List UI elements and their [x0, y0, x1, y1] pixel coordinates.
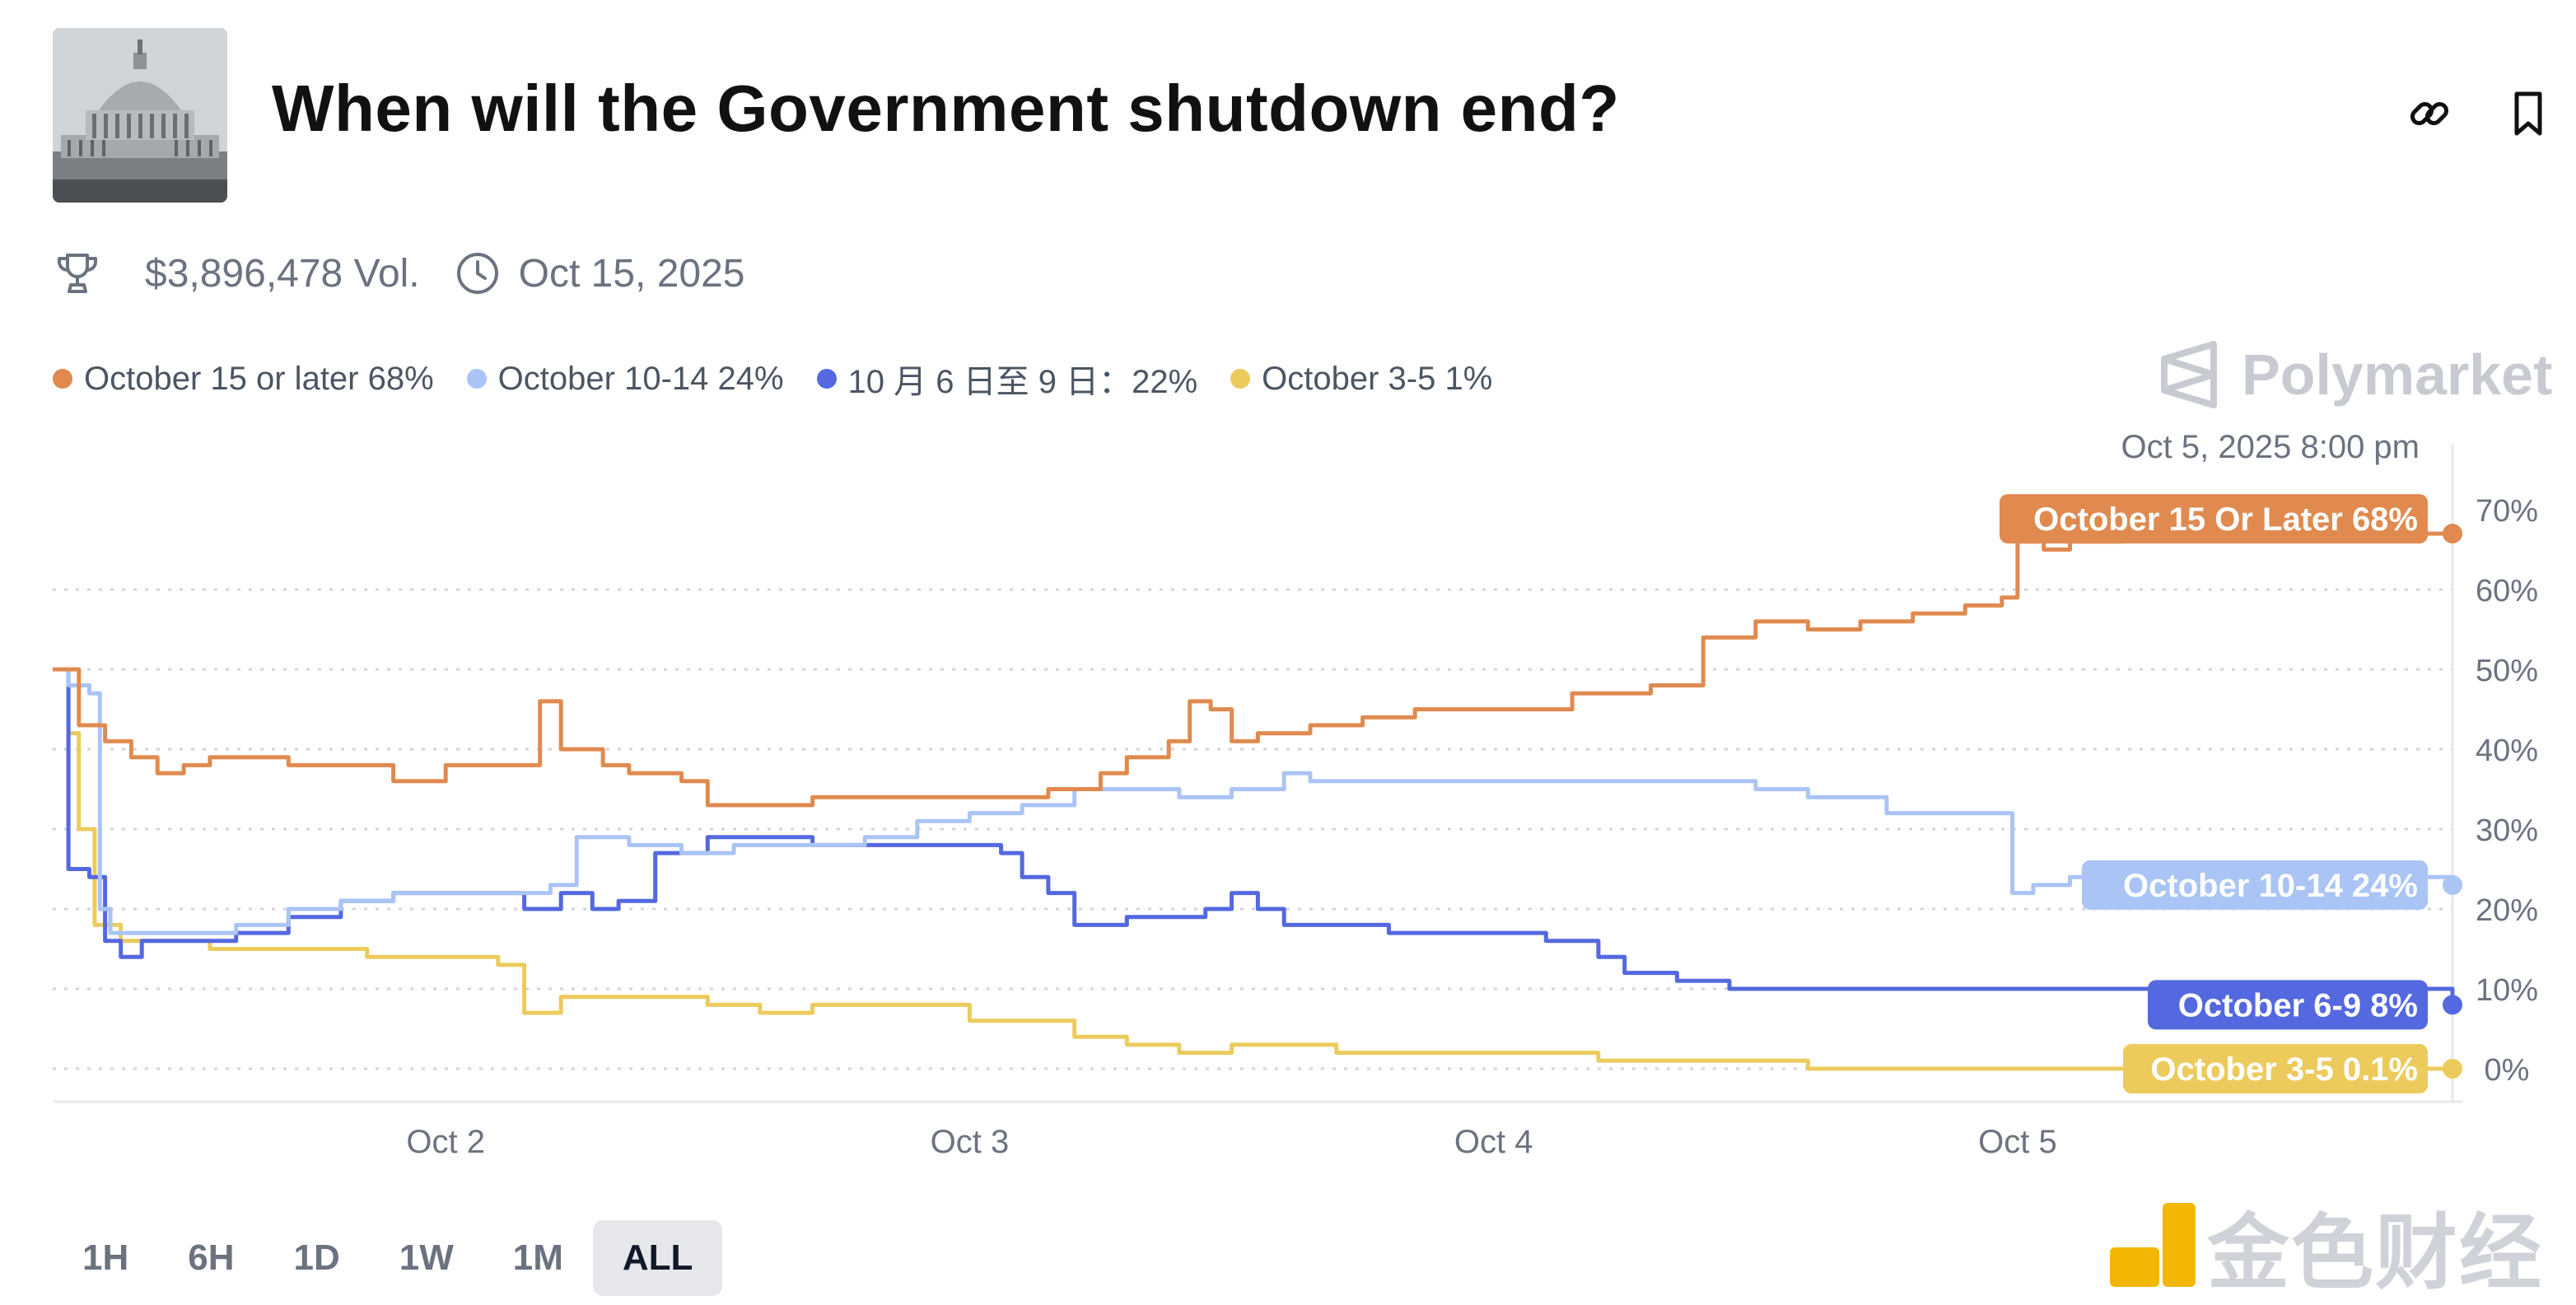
x-tick-label: Oct 2 [406, 1124, 485, 1160]
market-thumbnail [53, 28, 227, 203]
hover-timestamp: Oct 5, 2025 8:00 pm [2121, 429, 2420, 465]
end-date-text: Oct 15, 2025 [518, 251, 745, 296]
series-end-dot [2443, 524, 2462, 544]
x-axis-labels: Oct 2 Oct 3 Oct 4 Oct 5 [406, 1124, 2056, 1160]
series-line [53, 667, 2455, 935]
series-end-label: October 15 Or Later 68% [2033, 501, 2418, 538]
series-end-label-bg [2148, 980, 2428, 1030]
legend-item[interactable]: October 3-5 1% [1230, 361, 1492, 398]
legend-label: October 15 or later 68% [84, 360, 434, 397]
series-end-dot [2443, 995, 2462, 1015]
polymarket-logo-icon [2161, 341, 2217, 408]
range-tab-1h[interactable]: 1H [82, 1237, 129, 1278]
watermark-text: 金色财经 [2207, 1206, 2543, 1299]
bookmark-button[interactable] [2504, 89, 2553, 138]
y-axis-labels: 0% 10% 20% 30% 40% 50% 60% 70% [2476, 494, 2538, 1088]
capitol-building-image [53, 28, 227, 203]
y-tick-label: 20% [2476, 893, 2538, 928]
market-meta: $3,896,478 Vol. Oct 15, 2025 [53, 247, 745, 300]
brand-name: Polymarket [2242, 343, 2553, 407]
legend-item[interactable]: 10 月 6 日至 9 日：22% [816, 355, 1198, 403]
x-tick-label: Oct 5 [1978, 1124, 2057, 1160]
series-line [53, 667, 2452, 1071]
legend-label: October 3-5 1% [1262, 360, 1493, 397]
y-tick-label: 30% [2476, 813, 2538, 848]
clock-icon [456, 253, 498, 294]
y-tick-label: 50% [2476, 654, 2538, 688]
trophy-icon [58, 254, 97, 293]
chart-legend: October 15 or later 68% October 10-14 24… [53, 356, 1525, 402]
series-end-label: October 6-9 8% [2178, 987, 2418, 1023]
legend-dot [53, 369, 72, 389]
bookmark-icon [2514, 91, 2542, 136]
range-tab-all[interactable]: ALL [592, 1220, 723, 1296]
volume-text: $3,896,478 Vol. [145, 251, 420, 296]
series-end-label: October 3-5 0.1% [2150, 1051, 2418, 1088]
y-tick-label: 10% [2476, 973, 2538, 1008]
range-tab-1m[interactable]: 1M [512, 1237, 563, 1278]
legend-dot [816, 369, 837, 389]
series-end-dot [2443, 874, 2462, 895]
series-end-label-bg [2123, 1044, 2428, 1093]
legend-dot [466, 369, 487, 389]
copy-link-button[interactable] [2405, 89, 2454, 138]
legend-label: October 10-14 24% [497, 360, 784, 397]
y-tick-label: 40% [2476, 734, 2538, 768]
polymarket-logo: Polymarket [2158, 339, 2552, 410]
legend-dot [1230, 369, 1251, 389]
range-tab-1d[interactable]: 1D [293, 1237, 340, 1278]
y-tick-label: 60% [2476, 574, 2538, 608]
series-line [53, 667, 2455, 1005]
series-line [53, 531, 2452, 808]
legend-label: 10 月 6 日至 9 日：22% [847, 364, 1198, 400]
series-end-label: October 10-14 24% [2123, 868, 2418, 904]
link-icon [2410, 101, 2449, 126]
chart-grid [53, 588, 2452, 1070]
price-chart[interactable]: Oct 5, 2025 8:00 pm 0% 10% 20% 30% 40% 50% 60%… [0, 428, 2576, 1169]
series-end-labels: October 15 Or Later 68% October 10-14 24%… [2000, 494, 2462, 1093]
page-title: When will the Government shutdown end? [272, 72, 1620, 145]
corner-watermark: 金色财经 [2108, 1192, 2569, 1299]
series-lines [53, 531, 2455, 1071]
series-end-dot [2443, 1059, 2462, 1079]
range-tab-6h[interactable]: 6H [188, 1237, 235, 1278]
x-tick-label: Oct 3 [931, 1124, 1010, 1160]
y-tick-label: 0% [2485, 1053, 2530, 1088]
series-end-label-bg [2000, 494, 2428, 544]
range-tab-1w[interactable]: 1W [399, 1237, 454, 1278]
time-range-tabs: 1H 6H 1D 1W 1M ALL [53, 1219, 723, 1298]
legend-item[interactable]: October 10-14 24% [466, 360, 784, 398]
x-tick-label: Oct 4 [1454, 1124, 1533, 1160]
series-end-label-bg [2082, 860, 2428, 910]
jinse-logo-icon [2110, 1203, 2196, 1287]
legend-item[interactable]: October 15 or later 68% [53, 361, 434, 398]
y-tick-label: 70% [2476, 494, 2538, 529]
